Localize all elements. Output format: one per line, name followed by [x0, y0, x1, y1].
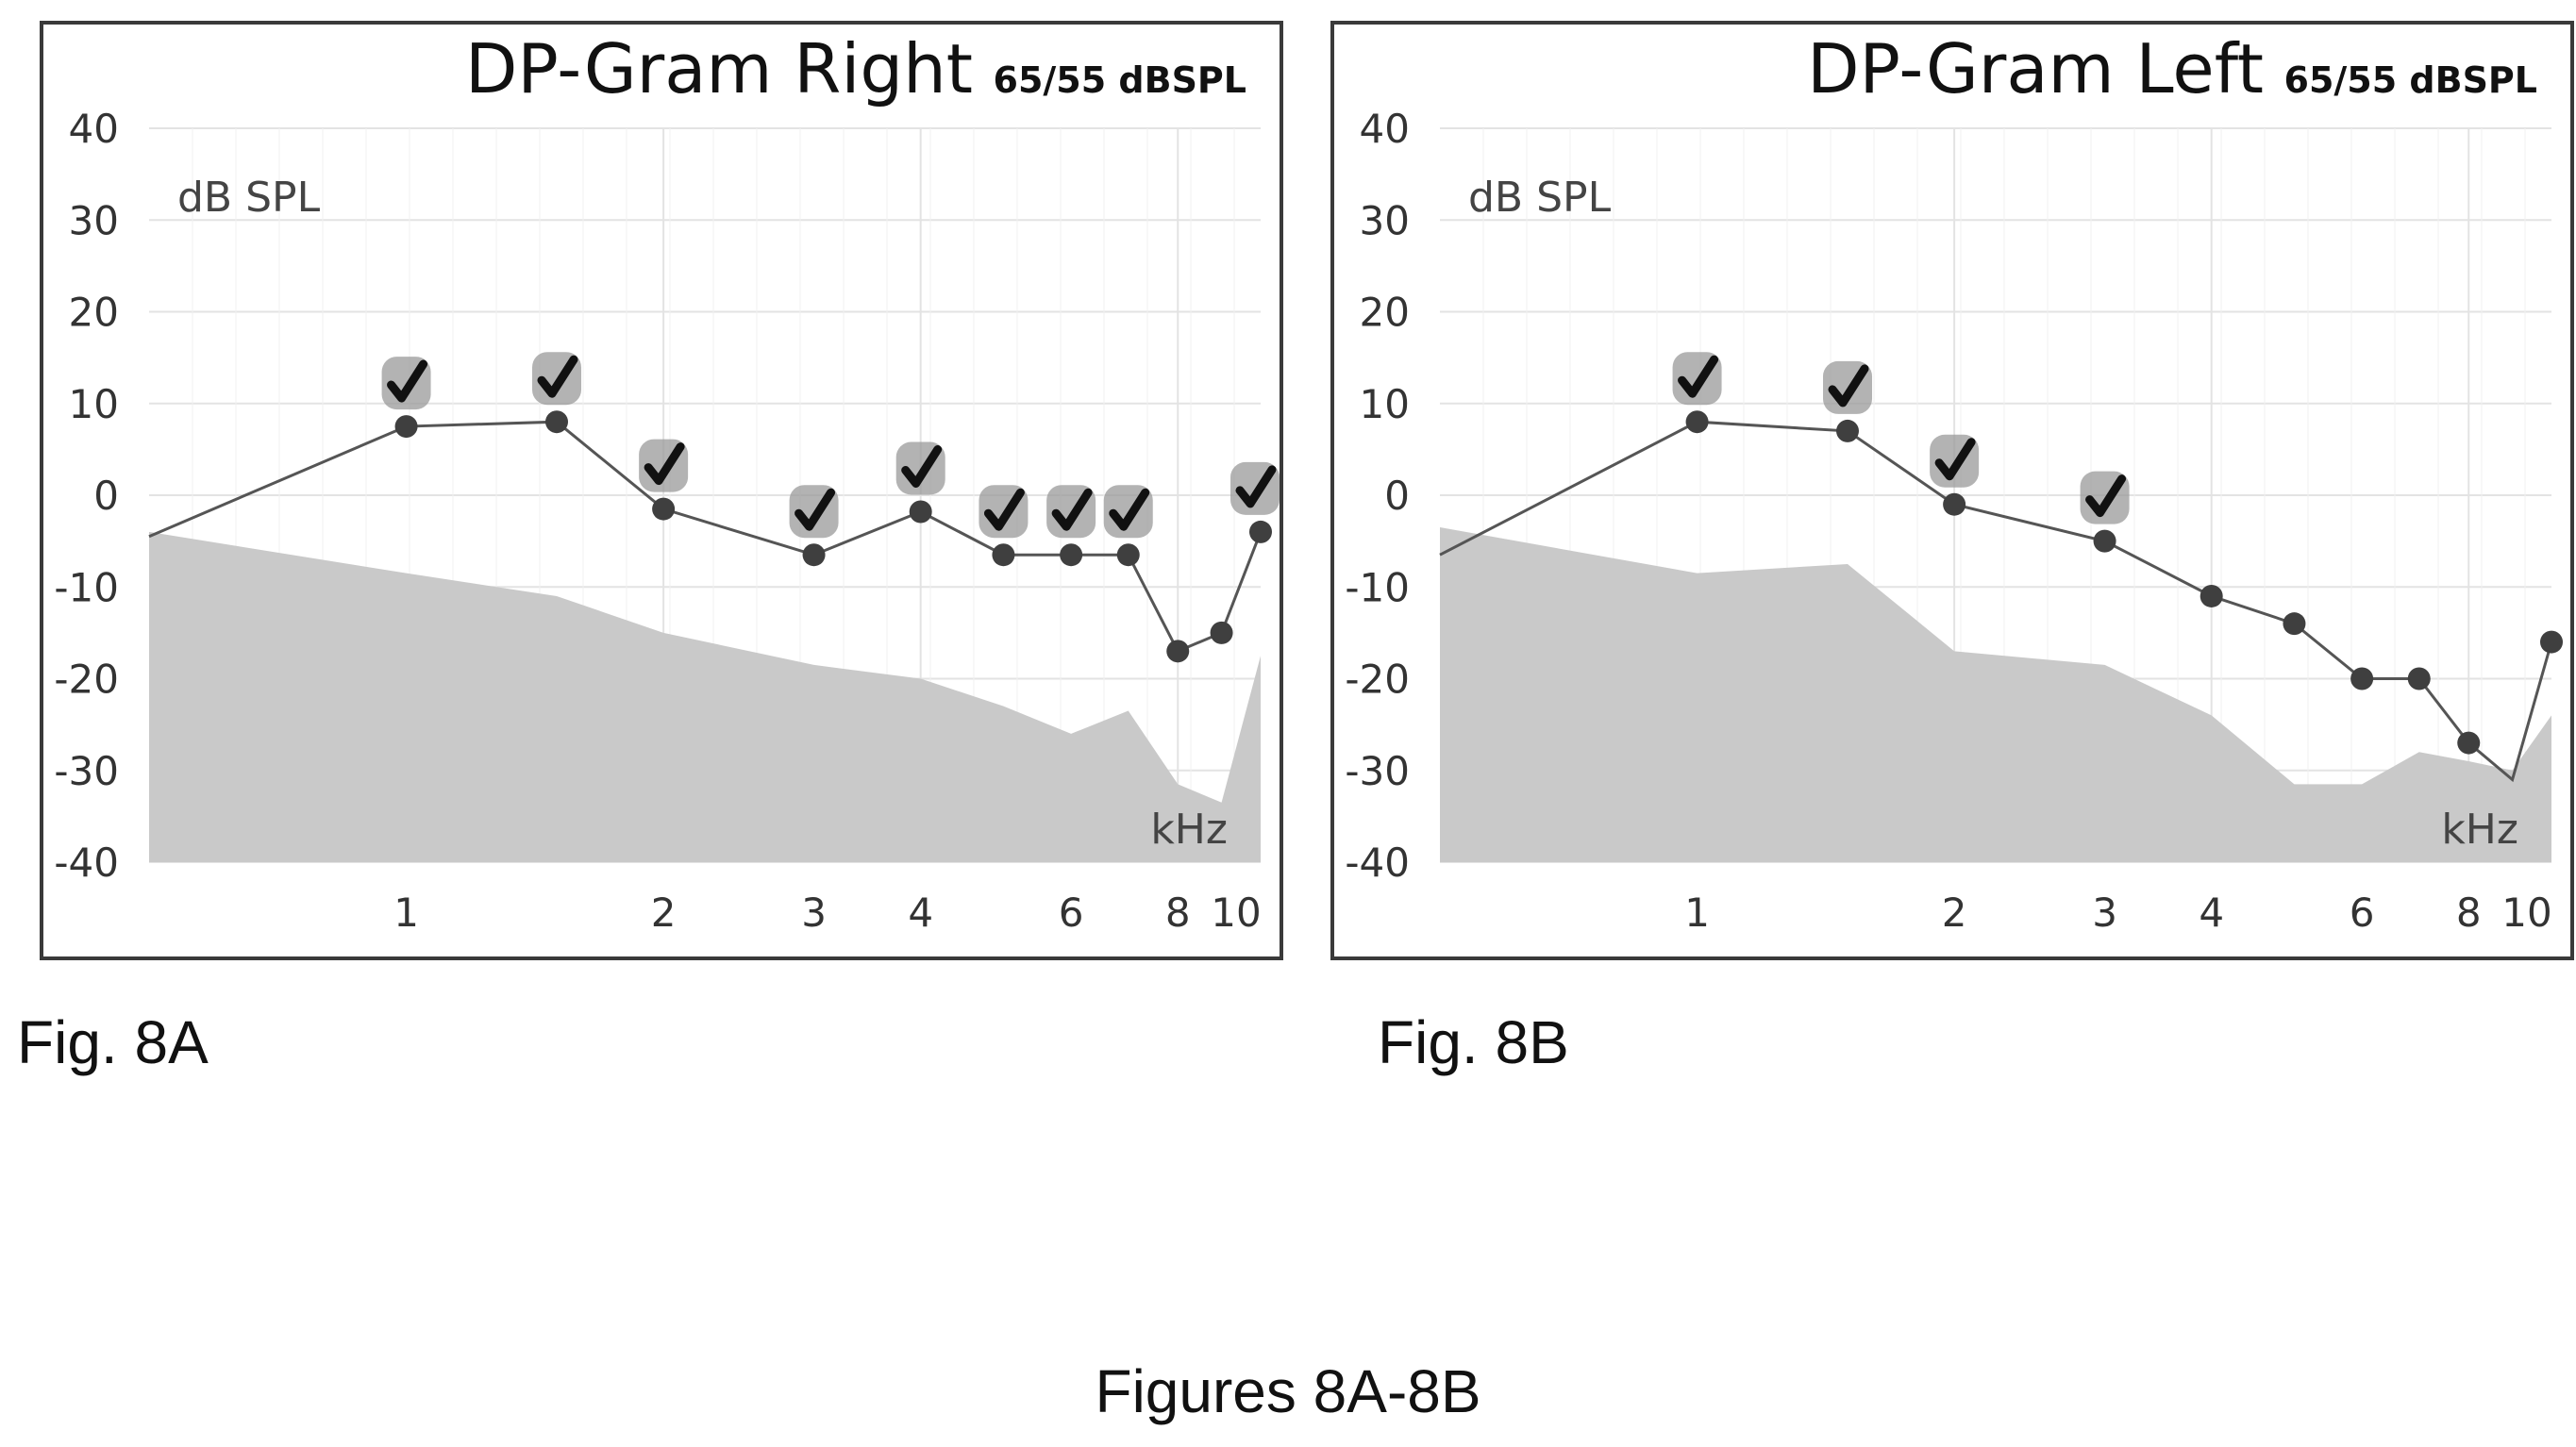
dp-data-point: [394, 415, 418, 439]
check-mark: [1678, 355, 1719, 398]
pass-check-icon: [1672, 352, 1722, 406]
x-tick-label: 8: [2456, 890, 2482, 936]
y-tick-label: -40: [1345, 840, 1410, 886]
y-tick-label: 30: [69, 197, 119, 243]
x-tick-label: 4: [2199, 890, 2224, 936]
dp-data-point: [1060, 543, 1083, 567]
y-tick-label: 10: [69, 381, 119, 427]
pass-check-icon: [1823, 360, 1873, 414]
dp-gram-right-chart: DP-Gram Right 65/55 dBSPL dB SPL 40 30 20 10 0 -…: [40, 21, 1283, 960]
y-tick-label: -40: [54, 840, 119, 886]
y-tick-label: -30: [54, 748, 119, 794]
figure-label-8a: Fig. 8A: [17, 1008, 209, 1076]
check-mark: [983, 488, 1025, 531]
x-tick-label: 3: [2092, 890, 2117, 936]
pass-check-icon: [1230, 461, 1280, 515]
pass-check-icon: [381, 357, 431, 410]
x-axis-label: kHz: [2441, 806, 2518, 854]
figure-caption: Figures 8A-8B: [1095, 1357, 1481, 1425]
check-mark: [1828, 364, 1869, 407]
dp-gram-left-plot: DP-Gram Left 65/55 dBSPL dB SPL 40 30 20 10 0 -1…: [1345, 29, 2563, 936]
pass-check-icon: [979, 485, 1029, 539]
pass-check-icon: [1930, 434, 1980, 488]
y-tick-label: 40: [1360, 106, 1410, 152]
y-axis-label: dB SPL: [1468, 174, 1612, 222]
check-mark: [1109, 488, 1150, 531]
x-tick-label: 4: [908, 890, 933, 936]
y-tick-label: 10: [1360, 381, 1410, 427]
y-tick-label: 0: [1384, 473, 1410, 519]
pass-check-icon: [1103, 485, 1153, 539]
y-axis-label: dB SPL: [177, 174, 321, 222]
noise-floor-area: [149, 531, 1261, 862]
check-mark: [901, 445, 943, 489]
dp-data-point: [652, 497, 676, 521]
y-tick-label: -10: [1345, 564, 1410, 610]
dp-data-point: [2093, 529, 2116, 553]
dp-data-point: [1116, 543, 1140, 567]
check-mark: [644, 442, 685, 486]
dp-data-point: [1685, 410, 1709, 434]
dp-data-point: [1836, 419, 1860, 442]
dp-data-point: [1249, 520, 1272, 543]
stimulus-level-label: 65/55 dBSPL: [2284, 59, 2537, 101]
x-tick-label: 1: [1684, 890, 1710, 936]
dp-data-point: [2540, 630, 2563, 654]
check-mark: [387, 359, 428, 403]
dp-data-point: [1166, 640, 1190, 663]
x-axis-label: kHz: [1150, 806, 1228, 854]
check-mark: [537, 355, 578, 398]
x-tick-label: 6: [2350, 890, 2375, 936]
y-tick-label: 20: [1360, 290, 1410, 336]
dp-data-point: [2200, 584, 2223, 607]
dp-data-point: [2350, 667, 2374, 690]
dp-data-point: [2457, 731, 2481, 755]
check-mark: [1051, 488, 1093, 531]
x-tick-label: 10: [1211, 890, 1261, 936]
check-mark: [1934, 438, 1976, 481]
figure-label-8b: Fig. 8B: [1378, 1008, 1569, 1076]
dp-data-point: [909, 500, 932, 524]
y-tick-label: -20: [1345, 657, 1410, 703]
x-tick-label: 8: [1165, 890, 1191, 936]
x-tick-label: 2: [651, 890, 677, 936]
check-mark: [2085, 474, 2127, 518]
pass-check-icon: [532, 352, 582, 406]
y-tick-label: -30: [1345, 748, 1410, 794]
y-tick-label: 20: [69, 290, 119, 336]
dp-data-point: [545, 410, 569, 434]
pass-check-icon: [789, 485, 839, 539]
x-tick-label: 1: [393, 890, 419, 936]
y-tick-label: -20: [54, 657, 119, 703]
dp-data-point: [1943, 492, 1966, 516]
chart-title: DP-Gram Right: [465, 29, 973, 108]
pass-check-icon: [639, 439, 689, 492]
x-tick-label: 2: [1942, 890, 1967, 936]
stimulus-level-label: 65/55 dBSPL: [994, 59, 1246, 101]
x-tick-label: 3: [801, 890, 827, 936]
dp-gram-left-chart: DP-Gram Left 65/55 dBSPL dB SPL 40 30 20 10 0 -1…: [1330, 21, 2574, 960]
dp-data-point: [802, 543, 826, 567]
dp-data-point: [1210, 621, 1233, 644]
y-tick-label: 0: [93, 473, 119, 519]
y-tick-label: -10: [54, 564, 119, 610]
chart-title: DP-Gram Left: [1807, 29, 2264, 108]
check-mark: [1235, 465, 1277, 508]
pass-check-icon: [2080, 471, 2130, 524]
dp-data-point: [992, 543, 1015, 567]
pass-check-icon: [895, 441, 945, 495]
pass-check-icon: [1046, 485, 1096, 539]
dp-gram-right-plot: DP-Gram Right 65/55 dBSPL dB SPL 40 30 20 10 0 -…: [54, 29, 1280, 936]
dp-data-point: [2407, 667, 2431, 690]
x-tick-label: 6: [1059, 890, 1084, 936]
dp-data-point: [2283, 612, 2306, 636]
noise-floor-area: [1440, 527, 2551, 862]
check-mark: [795, 488, 836, 531]
x-tick-label: 10: [2501, 890, 2551, 936]
y-tick-label: 40: [69, 106, 119, 152]
y-tick-label: 30: [1360, 197, 1410, 243]
